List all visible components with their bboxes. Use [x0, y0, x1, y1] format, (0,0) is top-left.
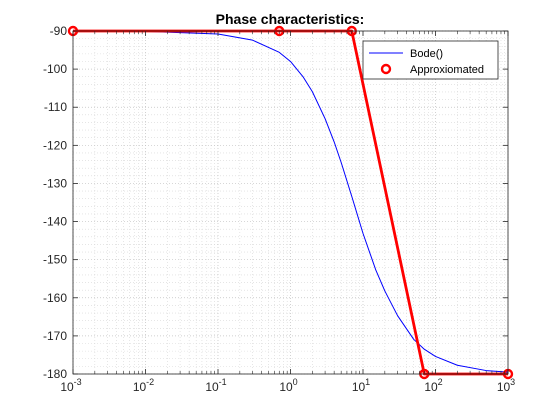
x-tick-label-base: 10 [279, 380, 293, 394]
y-tick-label: -150 [43, 253, 67, 267]
series-line-bode [72, 30, 509, 373]
x-tick-label-base: 10 [133, 380, 147, 394]
y-tick-label: -180 [43, 367, 67, 381]
x-tick-label-exponent: -2 [146, 377, 154, 387]
y-tick-label: -170 [43, 329, 67, 343]
x-tick-label-exponent: -1 [219, 377, 227, 387]
x-tick-label-base: 10 [60, 380, 74, 394]
grid [72, 30, 509, 375]
x-tick-label-exponent: 2 [438, 377, 443, 387]
x-tick-label-exponent: -3 [74, 377, 82, 387]
x-tick-label-base: 10 [205, 380, 219, 394]
y-tick-label: -140 [43, 215, 67, 229]
legend-label-approximated: Approxiomated [410, 64, 484, 76]
x-tick-label: 103 [497, 377, 515, 394]
axis-ticks [72, 30, 509, 375]
x-tick-label-exponent: 0 [293, 377, 298, 387]
x-tick-label-exponent: 1 [365, 377, 370, 387]
y-tick-label: -110 [44, 100, 67, 114]
y-axis-tick-labels: -90 -100 -110 -120 -130 -140 -150 -160 -170 -180 [43, 24, 67, 381]
y-tick-label: -100 [43, 62, 67, 76]
x-tick-label: 102 [424, 377, 442, 394]
x-tick-label-base: 10 [424, 380, 438, 394]
legend: Bode() Approxiomated [362, 40, 499, 80]
y-tick-label: -120 [43, 138, 67, 152]
x-tick-label-base: 10 [497, 380, 511, 394]
legend-label-bode: Bode() [410, 48, 443, 60]
x-tick-label-base: 10 [352, 380, 366, 394]
y-tick-label: -90 [50, 24, 68, 38]
x-tick-label: 10-3 [60, 377, 81, 394]
x-axis-tick-labels: 10-3 10-2 10-1 100 101 102 103 [60, 377, 515, 394]
chart-title: Phase characteristics: [216, 11, 365, 27]
x-tick-label: 100 [279, 377, 297, 394]
x-tick-label: 10-1 [205, 377, 226, 394]
y-tick-label: -130 [43, 176, 67, 190]
x-tick-label: 101 [352, 377, 370, 394]
x-tick-label: 10-2 [133, 377, 154, 394]
legend-marker-approximated [380, 63, 392, 75]
x-tick-label-exponent: 3 [510, 377, 515, 387]
y-tick-label: -160 [43, 291, 67, 305]
